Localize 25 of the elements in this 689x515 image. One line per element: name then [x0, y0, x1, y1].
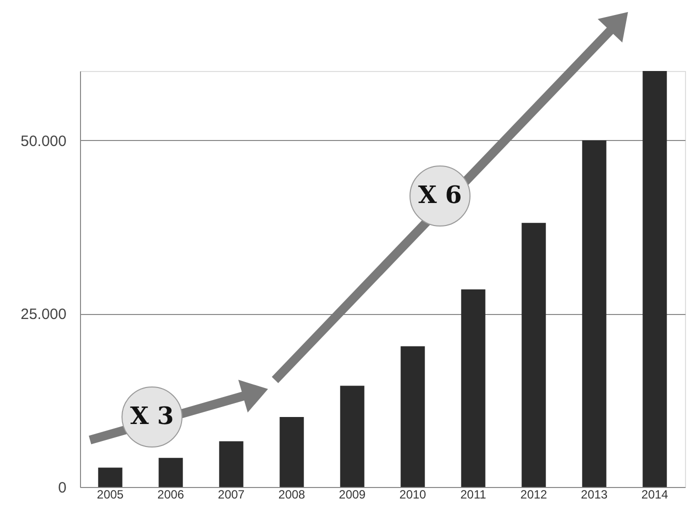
y-tick-label: 0 [58, 480, 66, 496]
x-tick-label: 2012 [520, 488, 548, 502]
x-tick-label: 2006 [157, 488, 184, 502]
x-tick-label: 2005 [96, 488, 124, 502]
x-tick-label: 2009 [338, 488, 366, 502]
bar [340, 386, 364, 487]
y-tick-label: 50.000 [20, 132, 66, 150]
y-tick-label: 25.000 [20, 306, 66, 324]
bar [582, 140, 606, 487]
x-tick-label: 2010 [399, 488, 426, 502]
bar [642, 71, 667, 487]
x-tick-label: 2013 [580, 488, 608, 502]
bar [158, 458, 183, 487]
bar [98, 468, 122, 487]
annotation: X 6 [418, 180, 462, 209]
bar [219, 441, 244, 487]
bar [522, 222, 546, 487]
annotation: X 3 [130, 401, 174, 430]
x-tick-label: 2014 [641, 488, 668, 502]
bar [461, 289, 486, 487]
x-tick-label: 2008 [278, 488, 306, 502]
x-tick-label: 2007 [218, 488, 245, 502]
bar [280, 416, 304, 487]
x-tick-label: 2011 [460, 488, 486, 502]
bar [400, 346, 425, 487]
